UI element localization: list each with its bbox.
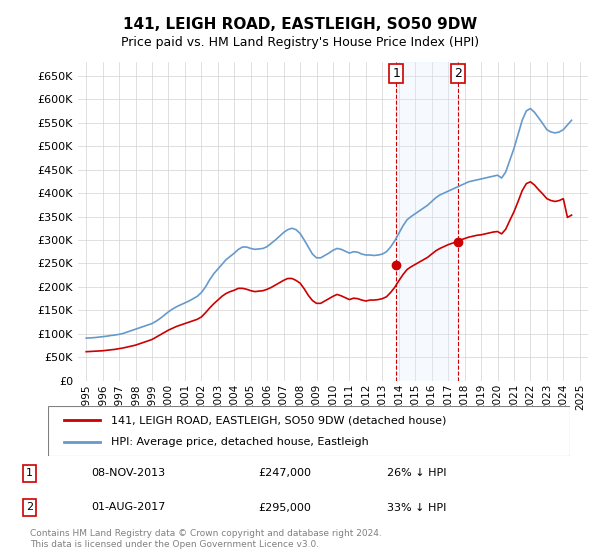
Text: HPI: Average price, detached house, Eastleigh: HPI: Average price, detached house, East… bbox=[110, 437, 368, 447]
Text: £295,000: £295,000 bbox=[259, 502, 311, 512]
Text: 08-NOV-2013: 08-NOV-2013 bbox=[91, 468, 165, 478]
Bar bbox=[397, 62, 458, 381]
Text: 2: 2 bbox=[454, 67, 461, 80]
Text: 141, LEIGH ROAD, EASTLEIGH, SO50 9DW: 141, LEIGH ROAD, EASTLEIGH, SO50 9DW bbox=[123, 17, 477, 32]
FancyBboxPatch shape bbox=[48, 406, 570, 456]
Text: Contains HM Land Registry data © Crown copyright and database right 2024.
This d: Contains HM Land Registry data © Crown c… bbox=[30, 529, 382, 549]
Text: Price paid vs. HM Land Registry's House Price Index (HPI): Price paid vs. HM Land Registry's House … bbox=[121, 36, 479, 49]
Text: £247,000: £247,000 bbox=[259, 468, 311, 478]
Text: 2: 2 bbox=[26, 502, 33, 512]
Text: 1: 1 bbox=[26, 468, 33, 478]
Text: 33% ↓ HPI: 33% ↓ HPI bbox=[387, 502, 446, 512]
Text: 141, LEIGH ROAD, EASTLEIGH, SO50 9DW (detached house): 141, LEIGH ROAD, EASTLEIGH, SO50 9DW (de… bbox=[110, 415, 446, 425]
Text: 26% ↓ HPI: 26% ↓ HPI bbox=[387, 468, 446, 478]
Text: 01-AUG-2017: 01-AUG-2017 bbox=[91, 502, 166, 512]
Text: 1: 1 bbox=[392, 67, 400, 80]
